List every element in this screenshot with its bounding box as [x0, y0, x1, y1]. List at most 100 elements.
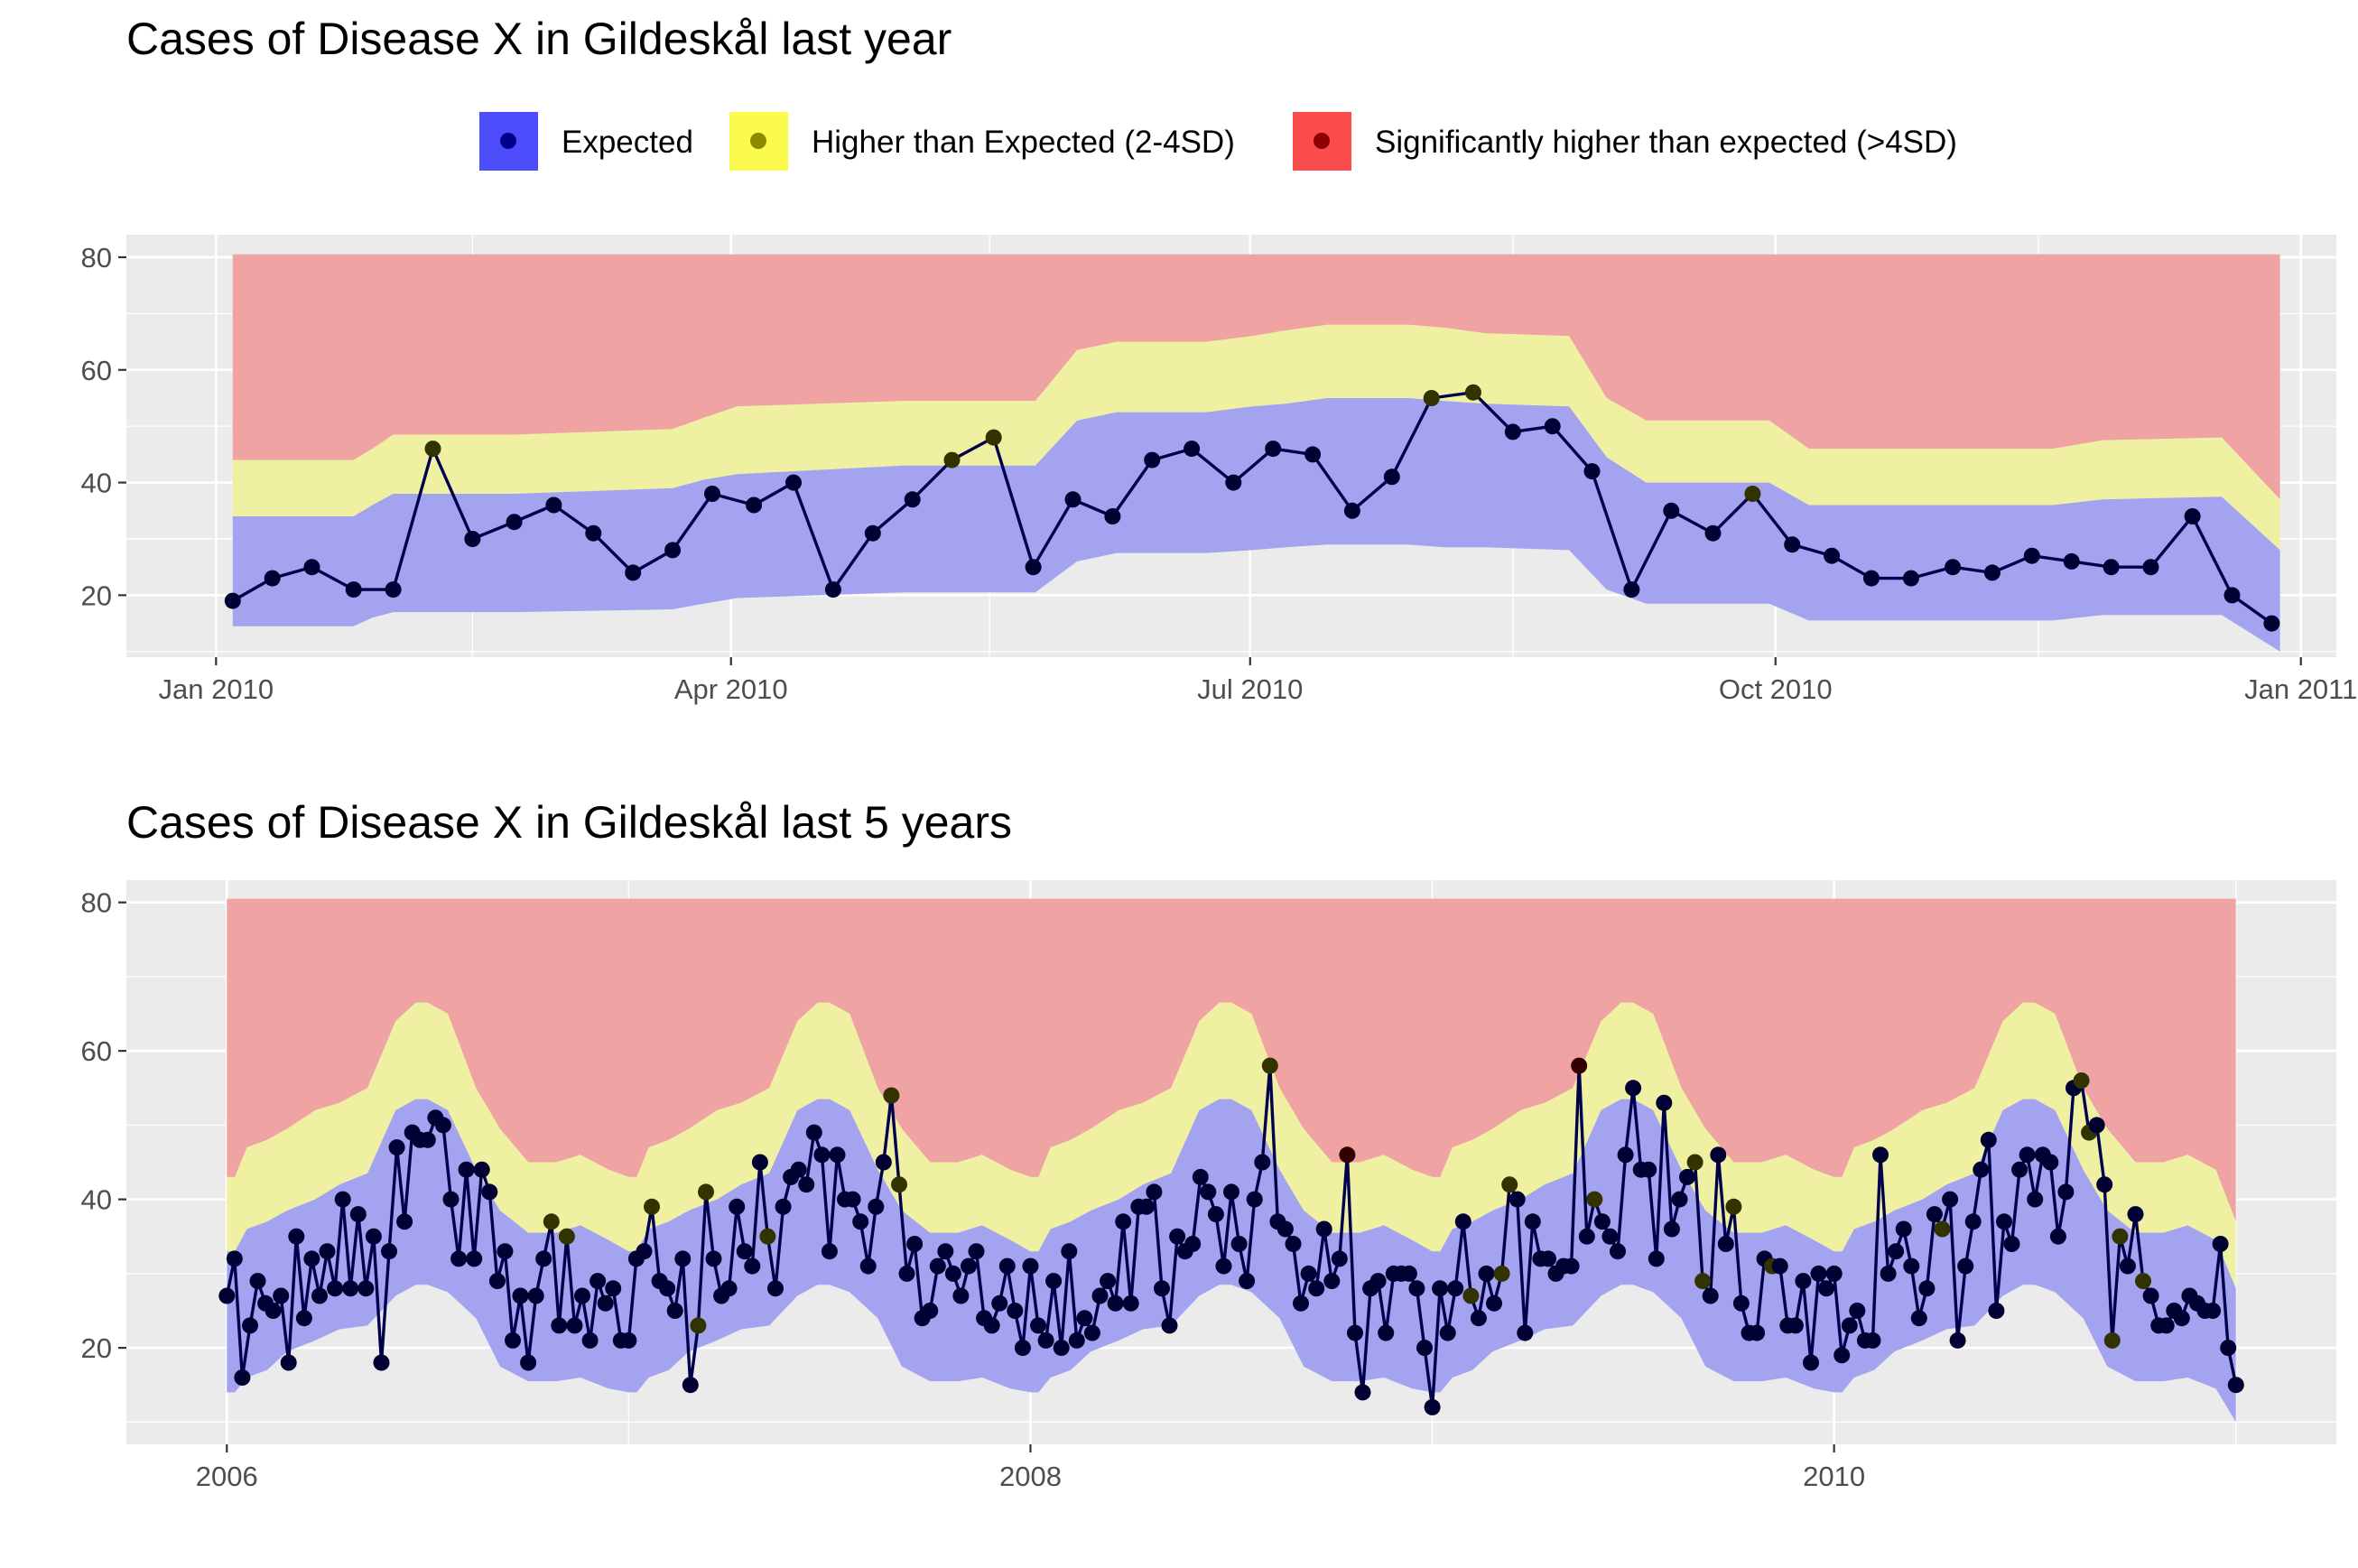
last-5-years-data-point: [1880, 1265, 1897, 1282]
last-5-years-data-point: [381, 1243, 397, 1260]
last-5-years-data-point: [535, 1250, 552, 1267]
last-5-years-data-point: [1725, 1198, 1742, 1215]
last-5-years-data-point: [242, 1317, 258, 1334]
last-5-years-data-point: [937, 1243, 954, 1260]
last-5-years-data-point: [1416, 1340, 1433, 1357]
last-5-years-data-point: [690, 1317, 707, 1334]
last-5-years-data-point: [295, 1310, 312, 1327]
last-5-years-data-point: [1571, 1057, 1588, 1074]
last-5-years-data-point: [1771, 1257, 1788, 1275]
last-year-data-point: [1383, 469, 1400, 486]
chart-title-last-year: Cases of Disease X in Gildeskål last yea…: [126, 14, 952, 64]
last-5-years-data-point: [365, 1228, 382, 1245]
last-5-years-data-point: [1493, 1265, 1510, 1282]
last-5-years-data-point: [1524, 1213, 1541, 1230]
last-year-data-point: [464, 531, 481, 547]
last-5-years-data-point: [466, 1250, 483, 1267]
last-5-years-data-point: [790, 1161, 807, 1178]
last-5-years-data-point: [527, 1287, 544, 1304]
last-5-years-data-point: [234, 1369, 251, 1386]
last-5-years-data-point: [1462, 1287, 1480, 1304]
last-5-years-band-significant: [227, 898, 2236, 1222]
last-year-tick-label-y: 80: [81, 242, 112, 274]
last-5-years-data-point: [334, 1191, 351, 1208]
last-year-data-point: [785, 474, 802, 491]
last-5-years-data-point: [419, 1131, 436, 1148]
last-5-years-data-point: [1710, 1146, 1727, 1164]
last-5-years-data-point: [1996, 1213, 2012, 1230]
last-5-years-data-point: [2227, 1377, 2244, 1394]
last-5-years-data-point: [342, 1280, 359, 1297]
last-year-data-point: [625, 564, 642, 581]
last-5-years-data-point: [1300, 1265, 1317, 1282]
last-5-years-data-point: [1454, 1213, 1471, 1230]
last-5-years-data-point: [1347, 1324, 1363, 1341]
last-5-years-data-point: [944, 1265, 961, 1282]
last-5-years-data-point: [1400, 1265, 1417, 1282]
last-5-years-data-point: [2027, 1191, 2044, 1208]
last-5-years-data-point: [396, 1213, 413, 1230]
last-5-years-data-point: [458, 1161, 475, 1178]
last-5-years-data-point: [2019, 1146, 2036, 1164]
last-year-data-point: [264, 570, 281, 587]
last-5-years-data-point: [1146, 1183, 1163, 1201]
last-5-years-data-point: [644, 1198, 660, 1215]
last-5-years-data-point: [473, 1161, 490, 1178]
last-5-years-data-point: [1276, 1220, 1294, 1238]
last-5-years-data-point: [821, 1243, 838, 1260]
last-year-data-point: [1104, 508, 1121, 524]
last-5-years-data-point: [303, 1250, 320, 1267]
last-year-data-point: [1784, 536, 1801, 553]
last-5-years-data-point: [759, 1228, 776, 1245]
legend-dot-higher: [750, 133, 766, 149]
last-5-years-data-point: [1686, 1154, 1704, 1171]
last-year-data-point: [1663, 502, 1680, 519]
last-5-years-data-point: [1354, 1384, 1371, 1401]
last-5-years-tick-label-x: 2008: [999, 1461, 1062, 1492]
last-5-years-data-point: [558, 1228, 575, 1245]
last-year-data-point: [1184, 441, 1201, 458]
last-5-years-data-point: [1694, 1273, 1712, 1290]
last-5-years-data-point: [226, 1250, 243, 1267]
last-5-years-data-point: [512, 1287, 529, 1304]
last-year-data-point: [904, 491, 921, 508]
last-5-years-data-point: [1478, 1265, 1495, 1282]
last-5-years-data-point: [1045, 1273, 1063, 1290]
last-5-years-data-point: [898, 1265, 915, 1282]
last-5-years-data-point: [636, 1243, 653, 1260]
panel-last-5-years: 20 40 60 80 2006 2008 2010: [81, 880, 2336, 1492]
last-5-years-data-point: [1192, 1168, 1209, 1185]
last-5-years-data-point: [1184, 1236, 1202, 1252]
last-5-years-band-expected: [227, 1099, 2236, 1423]
last-5-years-data-point: [767, 1280, 784, 1297]
last-5-years-data-point: [566, 1317, 583, 1334]
last-5-years-data-point: [1795, 1273, 1812, 1290]
last-5-years-data-point: [327, 1280, 344, 1297]
last-5-years-data-point: [1207, 1206, 1224, 1223]
last-5-years-data-point: [998, 1257, 1016, 1275]
last-5-years-data-point: [659, 1280, 676, 1297]
last-5-years-data-point: [751, 1154, 768, 1171]
last-5-years-data-point: [1200, 1183, 1217, 1201]
last-5-years-data-point: [1988, 1303, 2005, 1319]
last-year-data-point: [704, 486, 720, 502]
last-year-data-point: [303, 559, 320, 576]
last-5-years-data-point: [883, 1087, 900, 1104]
last-5-years-data-point: [852, 1213, 869, 1230]
last-year-data-point: [2142, 559, 2159, 576]
last-5-years-data-point: [1601, 1228, 1619, 1245]
last-5-years-data-point: [218, 1287, 236, 1304]
last-5-years-data-point: [1447, 1280, 1464, 1297]
last-year-data-point: [385, 581, 402, 598]
last-5-years-data-point: [1578, 1228, 1595, 1245]
last-5-years-data-point: [2096, 1176, 2113, 1193]
last-5-years-data-point: [520, 1354, 537, 1371]
last-year-data-point: [345, 581, 362, 598]
last-5-years-data-point: [1663, 1220, 1680, 1238]
last-5-years-data-point: [2073, 1072, 2090, 1089]
last-5-years-data-point: [450, 1250, 468, 1267]
last-5-years-data-point: [2112, 1228, 2129, 1245]
last-year-data-point: [2103, 559, 2120, 576]
last-5-years-data-point: [1076, 1310, 1093, 1327]
